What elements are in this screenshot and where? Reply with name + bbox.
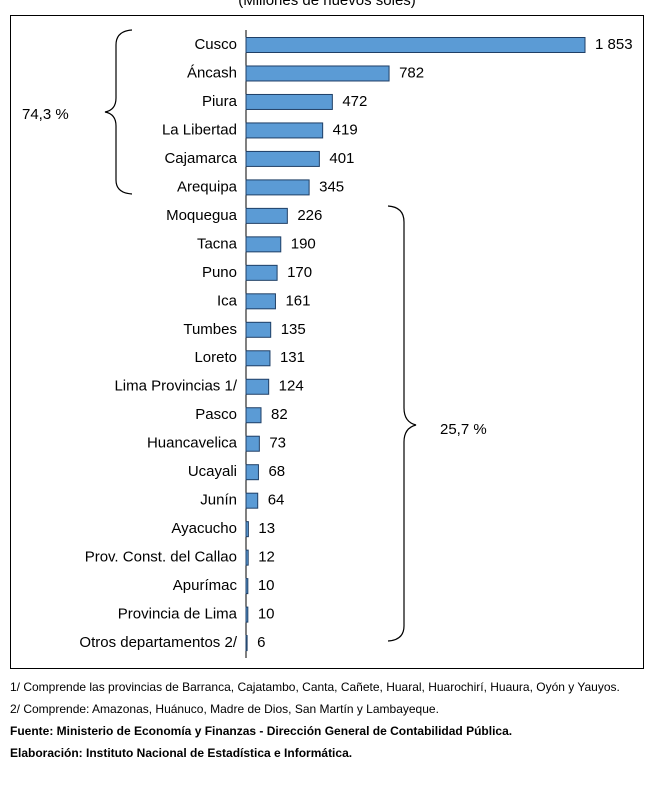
bracket-label: 25,7 % xyxy=(440,421,487,438)
chart: (Millones de nuevos soles) 74,3 % 25,7 %… xyxy=(10,0,644,669)
value-label: 73 xyxy=(269,435,286,452)
value-label: 1 853 xyxy=(595,36,633,53)
value-label: 131 xyxy=(280,349,305,366)
bar xyxy=(245,635,248,652)
category-label: Ayacucho xyxy=(171,520,237,537)
category-label: Tacna xyxy=(197,235,238,252)
bar xyxy=(245,179,310,196)
category-label: Otros departamentos 2/ xyxy=(79,634,237,651)
category-label: Apurímac xyxy=(173,577,238,594)
value-label: 345 xyxy=(319,178,344,195)
bar xyxy=(245,293,276,310)
chart-frame xyxy=(10,15,644,669)
category-label: Arequipa xyxy=(177,178,238,195)
value-label: 124 xyxy=(279,378,304,395)
chart-subtitle: (Millones de nuevos soles) xyxy=(238,0,416,9)
value-label: 13 xyxy=(258,520,275,537)
category-label: Ica xyxy=(217,292,238,309)
bar xyxy=(245,521,249,538)
bar xyxy=(245,321,272,338)
category-label: Cusco xyxy=(194,36,237,53)
bracket-label: 74,3 % xyxy=(22,106,69,123)
value-label: 82 xyxy=(271,406,288,423)
value-label: 419 xyxy=(333,121,358,138)
bar xyxy=(245,492,259,509)
footnote: 2/ Comprende: Amazonas, Huánuco, Madre d… xyxy=(10,702,439,716)
category-label: Áncash xyxy=(187,64,237,81)
category-label: Ucayali xyxy=(188,463,237,480)
bar xyxy=(245,37,586,53)
category-label: Piura xyxy=(202,93,238,110)
value-label: 472 xyxy=(342,93,367,110)
category-label: Cajamarca xyxy=(164,150,237,167)
category-label: Prov. Const. del Callao xyxy=(85,549,237,566)
value-label: 226 xyxy=(297,207,322,224)
bar xyxy=(245,65,390,82)
bar xyxy=(245,93,333,110)
bar xyxy=(245,407,262,424)
value-label: 782 xyxy=(399,64,424,81)
bar xyxy=(245,122,324,139)
category-label: Loreto xyxy=(194,349,237,366)
value-label: 6 xyxy=(257,634,265,651)
footnote: 1/ Comprende las provincias de Barranca,… xyxy=(10,680,620,694)
category-label: Tumbes xyxy=(183,321,237,338)
value-label: 10 xyxy=(258,577,275,594)
bar xyxy=(245,578,249,595)
value-label: 64 xyxy=(268,492,285,509)
value-label: 68 xyxy=(268,463,285,480)
bar xyxy=(245,606,249,623)
bar xyxy=(245,378,270,395)
left-brace xyxy=(104,29,133,195)
right-brace xyxy=(387,205,417,642)
value-label: 170 xyxy=(287,264,312,281)
category-label: Junín xyxy=(200,492,237,509)
bar xyxy=(245,464,259,481)
category-label: La Libertad xyxy=(162,121,237,138)
value-label: 12 xyxy=(258,549,275,566)
notes: 1/ Comprende las provincias de Barranca,… xyxy=(10,676,644,764)
bar xyxy=(245,549,249,566)
bar xyxy=(245,264,278,281)
bar xyxy=(245,236,282,253)
category-label: Provincia de Lima xyxy=(118,606,238,623)
category-label: Pasco xyxy=(195,406,237,423)
credit: Elaboración: Instituto Nacional de Estad… xyxy=(10,746,353,760)
value-label: 190 xyxy=(291,235,316,252)
bar xyxy=(245,207,288,224)
source: Fuente: Ministerio de Economía y Finanza… xyxy=(10,724,513,738)
value-label: 135 xyxy=(281,321,306,338)
bar xyxy=(245,350,271,367)
value-label: 401 xyxy=(329,150,354,167)
category-label: Lima Provincias 1/ xyxy=(114,378,237,395)
bar xyxy=(245,150,320,167)
category-label: Huancavelica xyxy=(147,435,238,452)
category-label: Moquegua xyxy=(166,207,238,224)
value-label: 10 xyxy=(258,606,275,623)
value-label: 161 xyxy=(285,292,310,309)
category-label: Puno xyxy=(202,264,237,281)
bar xyxy=(245,435,260,452)
